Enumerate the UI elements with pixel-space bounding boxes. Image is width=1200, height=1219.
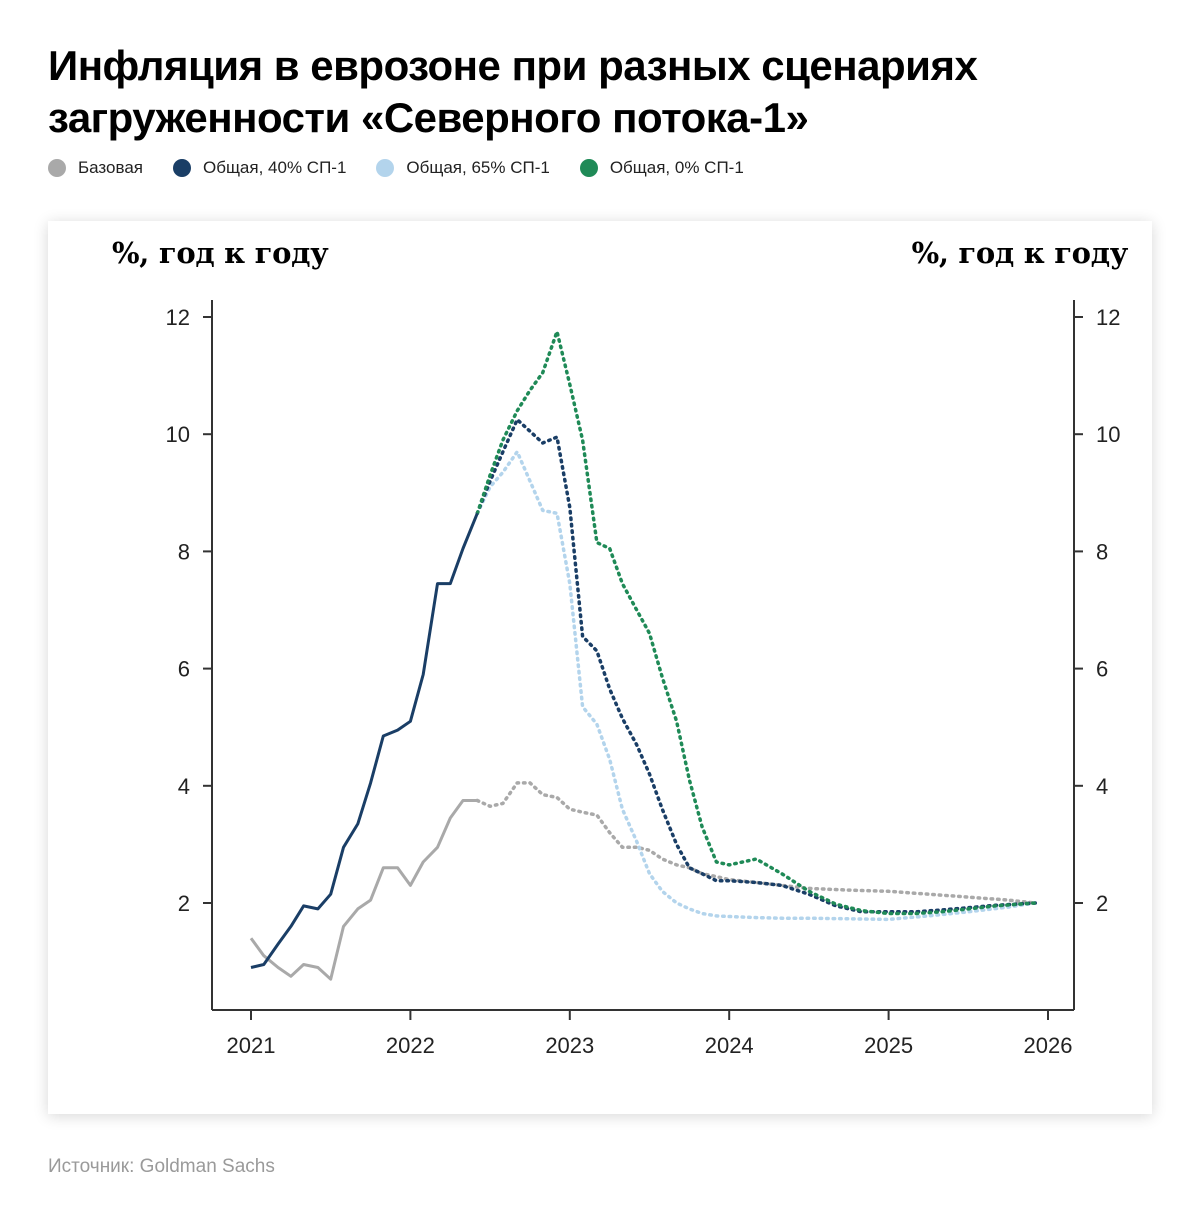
y-axis-title-left: %, год к году	[112, 236, 329, 270]
series-line-solid-1	[250, 512, 479, 969]
series-line-dotted-2	[475, 450, 1037, 922]
legend-swatch-base	[48, 159, 66, 177]
legend-item-65: Общая, 65% СП-1	[376, 158, 550, 178]
x-tick-label: 2025	[864, 1033, 913, 1058]
x-tick-label: 2021	[227, 1033, 276, 1058]
legend-label-0: Общая, 0% СП-1	[609, 158, 744, 177]
y-tick-label-left: 2	[178, 891, 190, 916]
legend-label-base: Базовая	[78, 158, 143, 177]
chart-card	[48, 221, 1152, 1114]
legend-label-40: Общая, 40% СП-1	[202, 158, 347, 177]
y-axis-title-right: %, год к году	[911, 236, 1129, 270]
legend-item-base: Базовая	[48, 158, 143, 178]
x-tick-label: 2024	[705, 1033, 754, 1058]
y-tick-label-right: 2	[1096, 891, 1108, 916]
chart-title: Инфляция в еврозоне при разных сценариях…	[48, 42, 978, 141]
y-tick-label-right: 6	[1096, 657, 1108, 682]
legend-item-0: Общая, 0% СП-1	[579, 158, 744, 178]
legend-swatch-0	[579, 159, 598, 177]
legend-swatch-40	[172, 159, 191, 177]
y-tick-label-right: 10	[1096, 422, 1120, 447]
x-tick-label: 2026	[1024, 1033, 1073, 1058]
y-tick-label-right: 4	[1096, 774, 1108, 799]
legend-item-40: Общая, 40% СП-1	[172, 158, 347, 178]
legend: Базовая Общая, 40% СП-1 Общая, 65% СП-1 …	[48, 158, 744, 178]
source-note: Источник: Goldman Sachs	[48, 1156, 275, 1177]
y-tick-label-right: 12	[1096, 305, 1120, 330]
y-tick-label-left: 10	[166, 422, 190, 447]
y-tick-label-left: 4	[178, 774, 190, 799]
x-tick-label: 2022	[386, 1033, 435, 1058]
y-tick-label-left: 12	[166, 305, 190, 330]
x-tick-label: 2023	[545, 1033, 594, 1058]
y-tick-label-left: 6	[178, 657, 190, 682]
y-tick-label-left: 8	[178, 539, 190, 564]
series-line-dotted-3	[475, 329, 1037, 916]
legend-label-65: Общая, 65% СП-1	[406, 158, 550, 177]
legend-swatch-65	[376, 159, 395, 177]
series-line-solid-0	[249, 799, 478, 981]
y-tick-label-right: 8	[1096, 539, 1108, 564]
series-line-dotted-1	[475, 417, 1037, 914]
series-line-dotted-0	[475, 781, 1037, 905]
